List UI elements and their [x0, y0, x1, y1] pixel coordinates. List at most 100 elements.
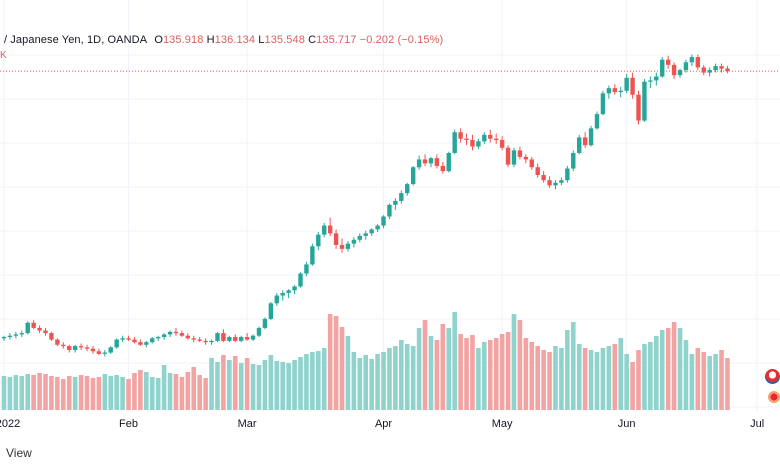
candle: [138, 339, 143, 347]
candle-body: [203, 340, 208, 343]
candle: [19, 330, 24, 338]
volume-bar: [363, 355, 369, 410]
candle-body: [665, 59, 671, 65]
candle: [304, 261, 309, 277]
candle-body: [262, 318, 268, 328]
volume-bar: [553, 346, 558, 410]
candle-body: [434, 158, 440, 166]
candle: [440, 162, 446, 174]
candle: [523, 154, 529, 164]
ohlc-legend: / Japanese Yen, 1D, OANDA O135.918 H136.…: [4, 34, 443, 46]
candle-body: [310, 246, 315, 265]
candle-body: [357, 235, 362, 240]
candle-body: [244, 337, 250, 340]
volume-bar: [642, 344, 647, 410]
x-tick-label: Mar: [238, 418, 257, 430]
candle: [452, 129, 457, 155]
candle: [256, 326, 262, 338]
candle-body: [316, 234, 321, 247]
candle: [227, 335, 232, 343]
volume-bar: [345, 336, 351, 410]
candle: [1, 335, 7, 341]
volume-bar: [387, 348, 392, 410]
volume-bar: [701, 352, 707, 410]
candle: [84, 344, 90, 352]
candle-body: [339, 244, 345, 249]
volume-bar: [588, 350, 594, 410]
volume-bar: [375, 354, 380, 410]
volume-bar: [84, 376, 90, 410]
candle: [144, 340, 149, 348]
candle-body: [446, 152, 451, 172]
volume-bar: [304, 354, 309, 410]
volume-bar: [31, 375, 36, 410]
volume-bar: [333, 316, 339, 410]
candle-body: [239, 337, 244, 341]
volume-bar: [96, 377, 102, 410]
candle-body: [535, 167, 540, 176]
candle: [677, 68, 683, 78]
candle: [132, 337, 137, 344]
candle-body: [126, 338, 131, 340]
japan-flag-event-icon[interactable]: [768, 391, 780, 403]
volume-bar: [13, 375, 19, 410]
candle-body: [363, 233, 368, 236]
candle-body: [150, 338, 155, 343]
volume-bar: [541, 350, 546, 410]
volume-bar: [464, 338, 469, 410]
candle-body: [594, 114, 600, 129]
candle-body: [84, 347, 90, 349]
candle-body: [227, 337, 232, 341]
volume-bar: [648, 342, 653, 410]
volume-bar: [132, 373, 137, 410]
candle-body: [256, 327, 262, 336]
candle: [695, 54, 701, 71]
candle: [351, 237, 357, 248]
candle: [571, 150, 576, 172]
candle: [399, 190, 404, 204]
candle-body: [179, 333, 185, 336]
candle: [476, 138, 481, 150]
candles: [1, 54, 730, 357]
change-value: −0.202 (−0.15%): [359, 34, 444, 46]
candle-body: [440, 165, 446, 172]
candle-body: [114, 339, 119, 348]
candle: [511, 147, 517, 168]
candle-body: [493, 138, 499, 141]
candle-body: [416, 159, 422, 168]
candle: [197, 337, 202, 343]
volume-bar: [695, 348, 701, 410]
candle: [90, 346, 96, 354]
candle-body: [600, 93, 606, 115]
candle-body: [61, 344, 66, 347]
footer-view-link[interactable]: View: [6, 446, 32, 460]
candle-body: [707, 70, 712, 73]
volume-bar: [659, 330, 665, 410]
us-flag-event-icon[interactable]: [765, 369, 780, 384]
volume-bar: [7, 377, 13, 410]
volume-bar: [238, 363, 244, 410]
candle: [482, 132, 487, 144]
candle-body: [701, 67, 706, 73]
candle-body: [464, 138, 469, 141]
candle-body: [375, 225, 380, 230]
volume-bar: [185, 372, 191, 410]
candle-body: [677, 70, 683, 76]
candle: [167, 330, 173, 338]
candle: [642, 79, 647, 122]
candle-body: [161, 334, 167, 338]
volume-bar: [636, 350, 641, 410]
candle: [274, 292, 279, 306]
candle: [310, 243, 315, 266]
candle: [268, 302, 274, 321]
candle-body: [458, 132, 463, 139]
candle-body: [144, 342, 149, 345]
volume-bar: [114, 375, 119, 410]
candle: [577, 134, 582, 155]
volume-bar: [624, 354, 629, 410]
candle: [594, 111, 600, 130]
candle: [185, 333, 191, 340]
candle-body: [67, 346, 72, 350]
candle-body: [547, 180, 552, 186]
